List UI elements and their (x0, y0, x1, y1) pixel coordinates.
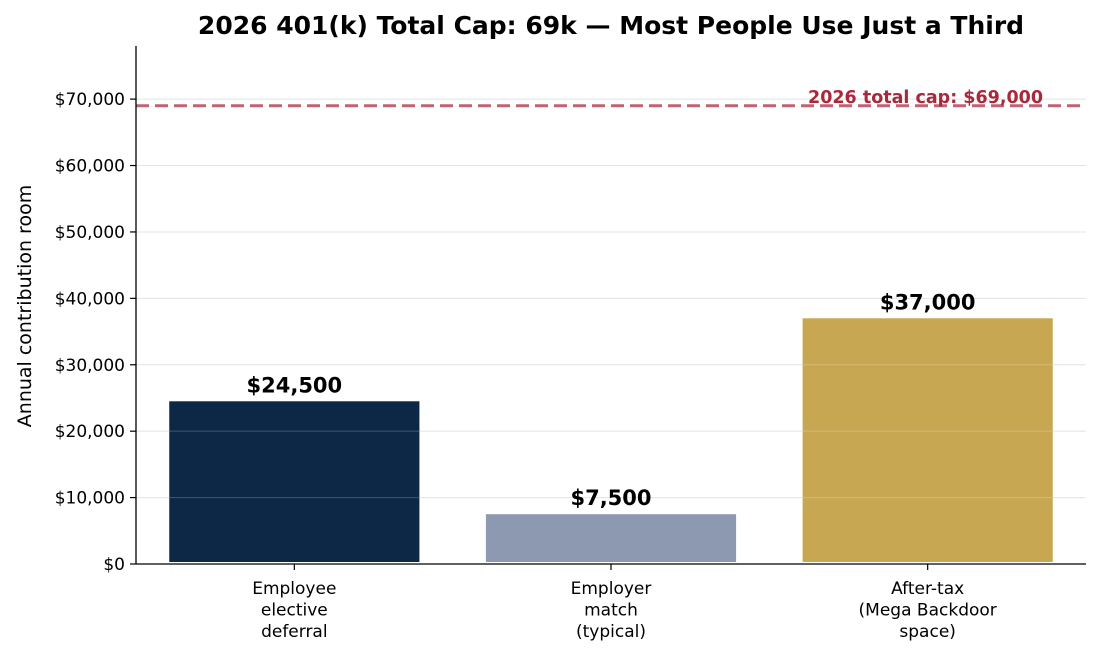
bars (136, 98, 1086, 562)
y-tick-label: $40,000 (55, 289, 125, 309)
chart-title: 2026 401(k) Total Cap: 69k — Most People… (198, 11, 1024, 40)
bar-value-label: $37,000 (880, 290, 976, 314)
y-tick-label: $30,000 (55, 356, 125, 376)
y-tick-label: $10,000 (55, 489, 125, 509)
y-tick-label: $50,000 (55, 223, 125, 243)
y-tick-label: $20,000 (55, 422, 125, 442)
x-tick-label: space) (899, 622, 956, 642)
x-tick-label: elective (261, 601, 328, 621)
x-tick-label: After-tax (891, 579, 964, 599)
y-tick-label: $0 (103, 555, 125, 575)
x-tick-label: (typical) (576, 622, 646, 642)
bar-2 (485, 514, 737, 562)
bar-3 (802, 318, 1053, 562)
bar-value-label: $7,500 (570, 486, 651, 510)
bar-value-label: $24,500 (247, 373, 343, 397)
x-tick-label: Employer (571, 579, 652, 599)
y-tick-label: $60,000 (55, 157, 125, 177)
total-cap-label: 2026 total cap: $69,000 (808, 88, 1043, 108)
y-axis-label: Annual contribution room (14, 185, 36, 427)
bar-1 (169, 401, 420, 562)
axes (130, 46, 1086, 570)
x-tick-label: match (584, 601, 638, 621)
x-tick-label: (Mega Backdoor (859, 601, 997, 621)
y-tick-label: $70,000 (55, 90, 125, 110)
x-tick-label: deferral (261, 622, 328, 642)
labels: $0 $10,000 $20,000 $30,000 $40,000 $50,000 $60… (55, 88, 1043, 642)
x-tick-label: Employee (252, 579, 336, 599)
